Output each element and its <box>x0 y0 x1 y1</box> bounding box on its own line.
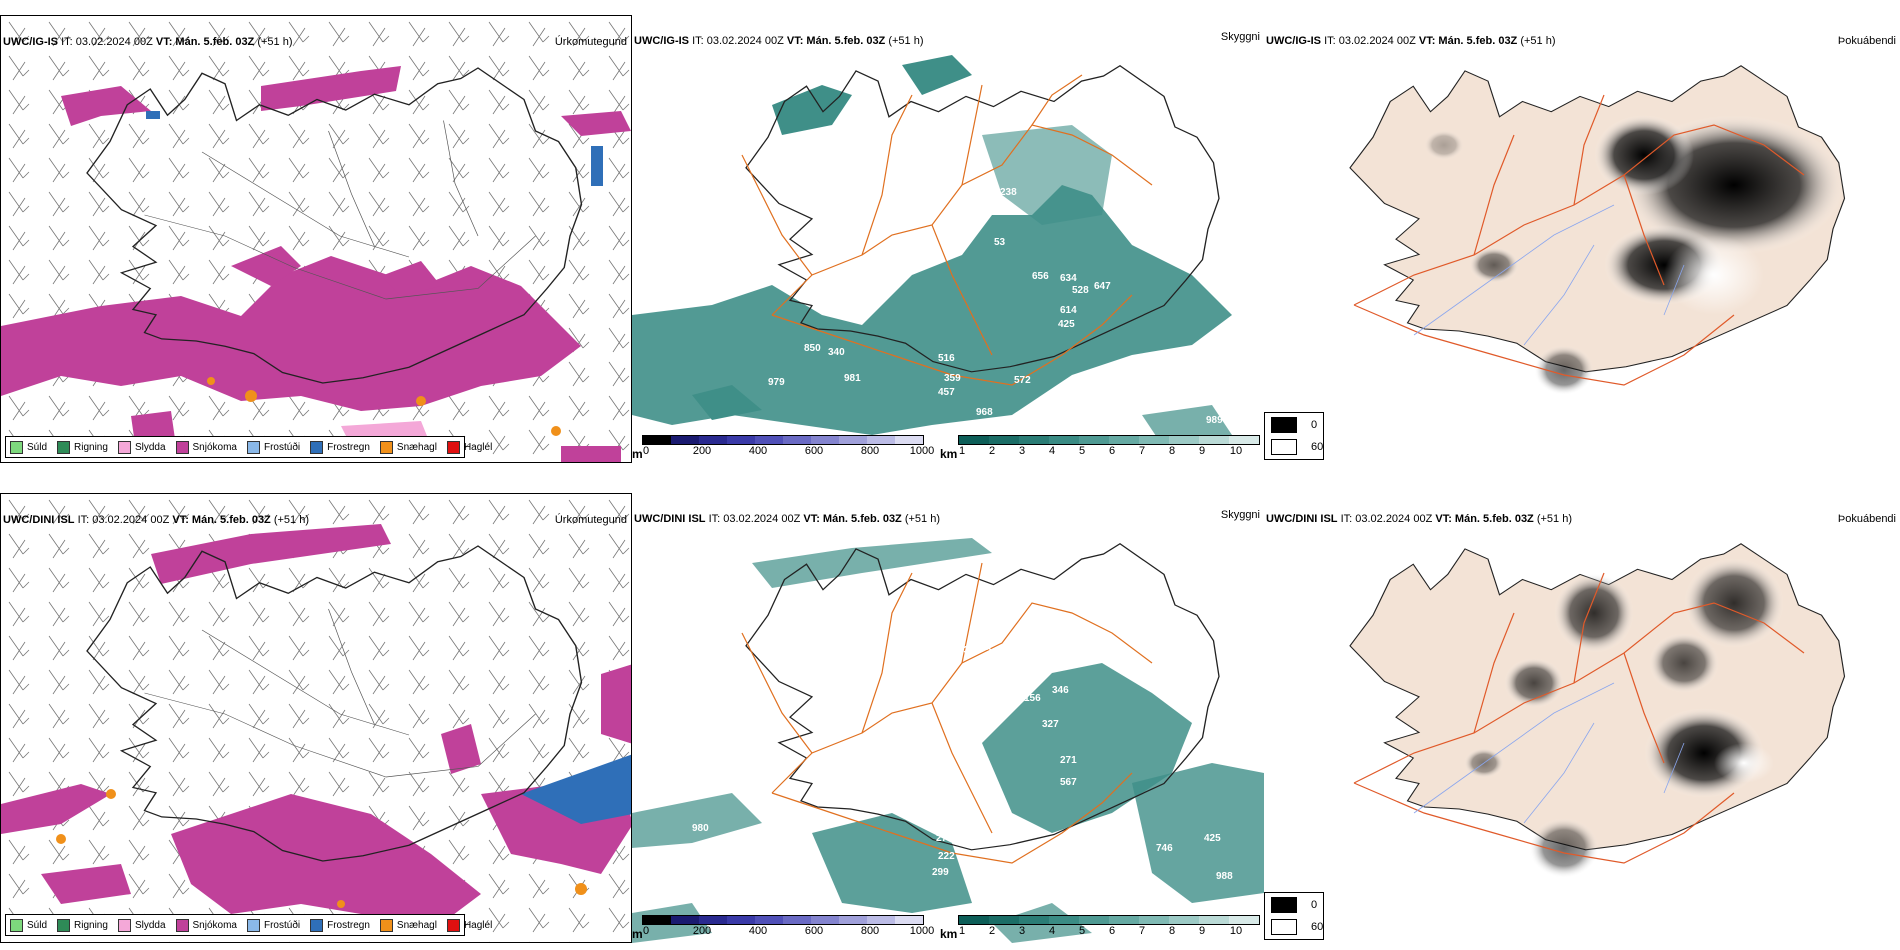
legend-item: Haglél <box>446 440 492 454</box>
unit-m: m <box>632 447 643 461</box>
rivers <box>1413 682 1685 824</box>
legend-item: Snæhagl <box>379 918 437 932</box>
precip-type-map-bottom <box>1 494 631 942</box>
visibility-colorbar-km: 1 2 3 4 5 6 7 8 9 10 <box>958 915 1260 937</box>
legend-item: Frostúði <box>246 440 300 454</box>
fog-map-bottom <box>1349 543 1846 878</box>
precip-legend: Súld Rigning Slydda Snjókoma Frostúði Fr… <box>5 914 492 936</box>
low-visibility-areas <box>632 538 1264 943</box>
fog-areas <box>1464 558 1784 878</box>
visibility-panel-top: UWC/IG-IS IT: 03.02.2024 00Z VT: Mán. 5.… <box>632 15 1264 463</box>
ice-pellet-areas <box>207 377 561 436</box>
precip-type-panel-bottom: UWC/DINI ISL IT: 03.02.2024 00Z VT: Mán.… <box>0 493 632 943</box>
panel-title: Þokuábendi <box>1837 35 1896 47</box>
unit-km: km <box>940 447 958 461</box>
legend-item: Súld <box>10 918 47 932</box>
fog-areas <box>1424 115 1844 395</box>
precip-type-map-top <box>1 16 631 462</box>
value-labels: 205 233 547 304 355 346 327 271 567 156 … <box>692 623 1233 882</box>
visibility-colorbar-m: 0 200 400 600 800 1000 <box>632 435 934 457</box>
legend-item: Snjókoma <box>175 918 237 932</box>
fog-map-top <box>1349 65 1846 395</box>
value-labels: 369 238 71 588 245 53 634 528 647 614 42… <box>742 133 1223 426</box>
snow-areas <box>1 66 631 462</box>
rivers <box>1413 204 1685 346</box>
panel-header: UWC/IG-IS IT: 03.02.2024 00Z VT: Mán. 5.… <box>3 36 293 48</box>
panel-header: UWC/IG-IS IT: 03.02.2024 00Z VT: Mán. 5.… <box>1266 35 1556 47</box>
visibility-colorbar-m: 0 200 400 600 800 1000 <box>632 915 934 937</box>
panel-title: Þokuábendi <box>1837 513 1896 525</box>
fog-scale-top: 0 60 <box>1264 412 1324 460</box>
fog-panel-bottom: UWC/DINI ISL IT: 03.02.2024 00Z VT: Mán.… <box>1264 493 1900 893</box>
ice-pellet-areas <box>56 789 587 908</box>
freezing-rain-areas <box>521 754 631 824</box>
legend-item: Slydda <box>117 440 166 454</box>
visibility-map-top <box>632 55 1232 445</box>
legend-item: Haglél <box>446 918 492 932</box>
panel-header: UWC/DINI ISL IT: 03.02.2024 00Z VT: Mán.… <box>3 514 310 526</box>
legend-item: Frostregn <box>310 918 370 932</box>
legend-item: Rigning <box>57 918 108 932</box>
legend-item: Snjókoma <box>175 440 237 454</box>
visibility-colorbar-km: 1 2 3 4 5 6 7 8 9 10 <box>958 435 1260 457</box>
legend-item: Slydda <box>117 918 166 932</box>
road-network <box>1353 572 1805 864</box>
legend-item: Frostúði <box>246 918 300 932</box>
panel-title: Úrkomutegund <box>554 36 627 48</box>
panel-header: UWC/DINI ISL IT: 03.02.2024 00Z VT: Mán.… <box>634 513 941 525</box>
panel-header: UWC/DINI ISL IT: 03.02.2024 00Z VT: Mán.… <box>1266 513 1573 525</box>
road-network <box>1353 94 1805 386</box>
legend-item: Snæhagl <box>379 440 437 454</box>
low-visibility-areas <box>632 55 1232 445</box>
panel-title: Úrkomutegund <box>554 514 627 526</box>
freezing-rain-areas <box>146 111 603 186</box>
unit-km: km <box>940 927 958 941</box>
visibility-map-bottom <box>632 538 1264 943</box>
legend-item: Frostregn <box>310 440 370 454</box>
fog-panel-top: UWC/IG-IS IT: 03.02.2024 00Z VT: Mán. 5.… <box>1264 15 1900 415</box>
unit-m: m <box>632 927 643 941</box>
road-network <box>741 562 1153 864</box>
fog-scale-bottom: 0 60 <box>1264 892 1324 940</box>
legend-item: Rigning <box>57 440 108 454</box>
panel-header: UWC/IG-IS IT: 03.02.2024 00Z VT: Mán. 5.… <box>634 35 924 47</box>
panel-title: Skyggni <box>1220 31 1260 43</box>
precip-legend: Súld Rigning Slydda Snjókoma Frostúði Fr… <box>5 436 492 458</box>
precip-type-panel-top: UWC/IG-IS IT: 03.02.2024 00Z VT: Mán. 5.… <box>0 15 632 463</box>
legend-item: Súld <box>10 440 47 454</box>
road-network <box>741 74 1153 386</box>
panel-title: Skyggni <box>1220 509 1260 521</box>
visibility-panel-bottom: UWC/DINI ISL IT: 03.02.2024 00Z VT: Mán.… <box>632 493 1264 943</box>
